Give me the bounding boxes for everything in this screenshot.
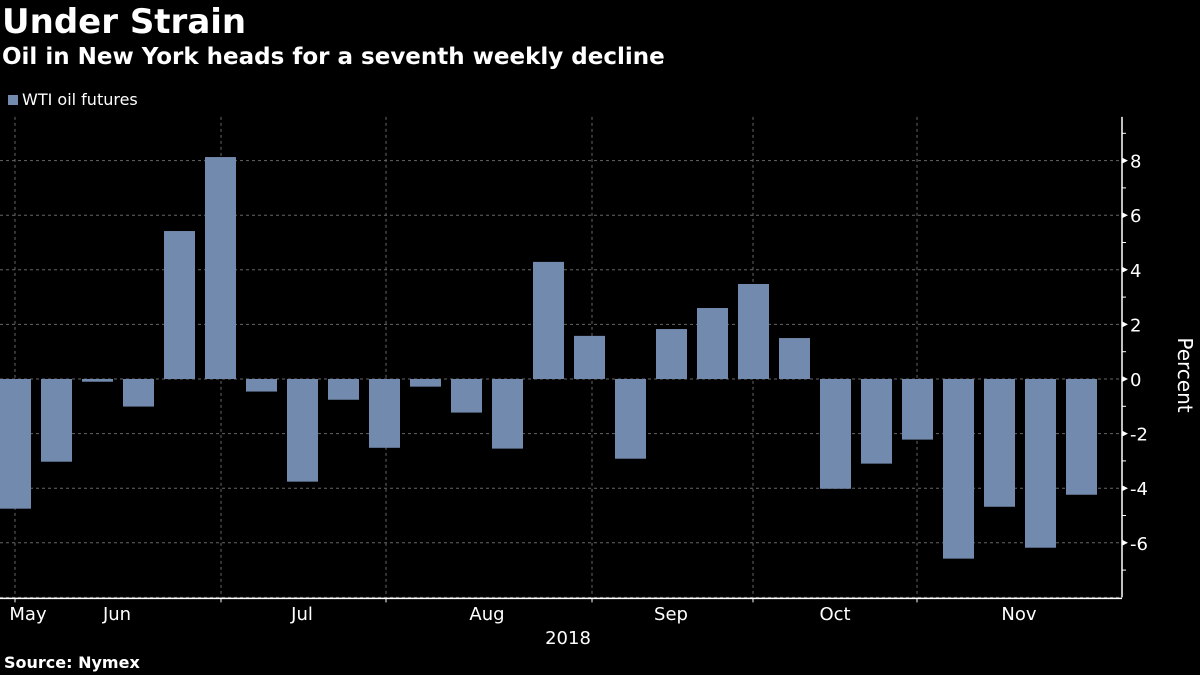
y-major-tick xyxy=(1122,485,1128,492)
bar xyxy=(246,379,277,392)
bar xyxy=(492,379,523,449)
bar xyxy=(820,379,851,489)
y-tick-label: -2 xyxy=(1130,425,1148,446)
bars xyxy=(0,157,1097,559)
bar xyxy=(615,379,646,459)
x-year-label: 2018 xyxy=(545,628,591,649)
x-tick-label: Oct xyxy=(819,604,850,625)
bar xyxy=(738,283,769,379)
bar xyxy=(779,338,810,379)
y-tick-label: 4 xyxy=(1130,261,1141,282)
bar xyxy=(123,379,154,407)
bar xyxy=(205,157,236,379)
x-tick-label: Nov xyxy=(1001,604,1036,625)
bar xyxy=(984,379,1015,507)
bar xyxy=(328,379,359,400)
bar xyxy=(369,379,400,448)
bar xyxy=(1066,379,1097,495)
y-major-tick xyxy=(1122,321,1128,328)
y-major-tick xyxy=(1122,376,1128,382)
bar xyxy=(533,261,564,379)
legend: WTI oil futures xyxy=(8,90,138,109)
bar xyxy=(902,379,933,440)
y-tick-label: -6 xyxy=(1130,534,1148,555)
x-tick-label: Jul xyxy=(290,604,313,625)
source-note: Source: Nymex xyxy=(4,653,140,672)
bar xyxy=(0,379,31,509)
y-major-tick xyxy=(1122,539,1128,546)
bar xyxy=(287,379,318,482)
legend-label: WTI oil futures xyxy=(22,90,138,109)
chart-subtitle: Oil in New York heads for a seventh week… xyxy=(2,44,665,70)
y-axis-label: Percent xyxy=(1173,337,1197,412)
bar xyxy=(1025,379,1056,548)
bar xyxy=(697,308,728,379)
y-major-tick xyxy=(1122,266,1128,273)
y-tick-label: 2 xyxy=(1130,315,1141,336)
bar xyxy=(41,379,72,462)
y-major-tick xyxy=(1122,430,1128,437)
y-major-tick xyxy=(1122,212,1128,219)
y-major-tick xyxy=(1122,157,1128,164)
bar xyxy=(861,379,892,464)
x-tick-label: Aug xyxy=(469,604,504,625)
y-tick-label: 0 xyxy=(1130,370,1141,391)
chart-title: Under Strain xyxy=(2,2,247,42)
bar xyxy=(943,379,974,559)
axes: 8 6 4 2 0 -2 -4 -6 May Jun Jul Aug Sep Oct Nov xyxy=(0,116,1148,625)
y-tick-label: 6 xyxy=(1130,206,1141,227)
bar xyxy=(574,335,605,379)
x-tick-label: Jun xyxy=(102,604,131,625)
bar xyxy=(410,379,441,387)
x-tick-label: May xyxy=(9,604,47,625)
y-tick-label: 8 xyxy=(1130,152,1141,173)
bar xyxy=(82,379,113,382)
bar xyxy=(656,329,687,379)
x-tick-label: Sep xyxy=(654,604,688,625)
bar xyxy=(451,379,482,413)
bar xyxy=(164,231,195,379)
legend-swatch xyxy=(8,94,18,105)
y-tick-label: -4 xyxy=(1130,479,1148,500)
